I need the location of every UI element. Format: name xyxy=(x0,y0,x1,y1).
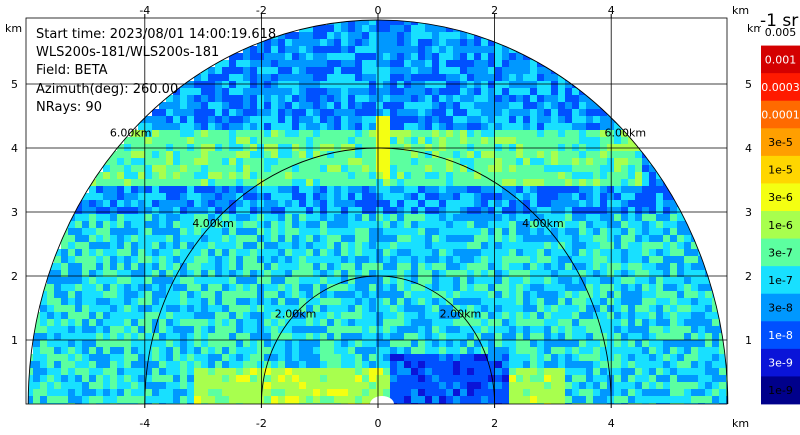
azimuth-text: Azimuth(deg): 260.00 xyxy=(36,81,179,97)
x-tick-label-top: -2 xyxy=(256,4,267,17)
colorbar-level-label: 3e-8 xyxy=(768,302,793,315)
y-tick-label: 1 xyxy=(745,334,752,347)
colorbar-swatch xyxy=(761,100,800,129)
colorbar-swatch xyxy=(761,266,800,295)
colorbar-swatch xyxy=(761,155,800,184)
colorbar-level-label: 0.0001 xyxy=(761,109,800,122)
colorbar-level-label: 0.001 xyxy=(765,53,797,66)
colorbar-level-label: 0.005 xyxy=(765,26,797,39)
colorbar-swatch xyxy=(761,376,800,405)
grid-lines xyxy=(25,17,728,405)
colorbar-level-label: 1e-7 xyxy=(768,274,793,287)
range-ring-3 xyxy=(27,19,729,405)
axis-unit-label: km xyxy=(732,417,749,430)
axis-unit-label: km xyxy=(747,22,764,35)
axis-unit-label: km xyxy=(732,4,749,17)
range-ring-label: 2.00km xyxy=(440,307,482,320)
field-text: Field: BETA xyxy=(36,63,108,79)
y-tick-label: 4 xyxy=(745,142,752,155)
x-tick-label-bottom: 2 xyxy=(491,417,498,430)
range-ring-label: 4.00km xyxy=(522,217,564,230)
colorbar-level-label: 1e-5 xyxy=(768,164,793,177)
range-ring-label: 2.00km xyxy=(275,307,317,320)
colorbar-swatch xyxy=(761,18,800,46)
nrays-text: NRays: 90 xyxy=(36,99,102,115)
colorbar-level-label: 1e-6 xyxy=(768,219,793,232)
colorbar-level-label: 3e-6 xyxy=(768,191,793,204)
y-tick-label: 4 xyxy=(11,142,18,155)
colorbar-swatch xyxy=(761,293,800,322)
range-rings: 2.00km 2.00km 4.00km 4.00km 6.00km 6.00km xyxy=(27,19,729,405)
colorbar: 0.005 0.001 0.0003 0.0001 3e-5 1e-5 3e-6 1e-6 3e… xyxy=(761,18,800,405)
y-tick-label: 5 xyxy=(11,78,18,91)
colorbar-level-label: 1e-9 xyxy=(768,384,793,397)
x-tick-label-top: 2 xyxy=(491,4,498,17)
colorbar-level-label: 1e-8 xyxy=(768,329,793,342)
colorbar-swatch xyxy=(761,348,800,377)
y-tick-label: 1 xyxy=(11,334,18,347)
range-ring-label: 6.00km xyxy=(605,126,647,139)
colorbar-level-label: 3e-7 xyxy=(768,246,793,259)
x-tick-label-bottom: -4 xyxy=(139,417,150,430)
instrument-text: WLS200s-181/WLS200s-181 xyxy=(36,45,220,61)
colorbar-swatch xyxy=(761,128,800,157)
colorbar-level-label: 3e-5 xyxy=(768,136,793,149)
x-tick-label-bottom: 4 xyxy=(608,417,615,430)
scan-info-panel: Start time: 2023/08/01 14:00:19.618 WLS2… xyxy=(36,26,276,117)
colorbar-swatch xyxy=(761,45,800,74)
y-tick-label: 2 xyxy=(745,270,752,283)
x-tick-label-top: 4 xyxy=(608,4,615,17)
x-tick-label-top: 0 xyxy=(375,4,382,17)
colorbar-swatch xyxy=(761,183,800,212)
colorbar-swatch xyxy=(761,211,800,239)
y-tick-label: 3 xyxy=(11,206,18,219)
colorbar-swatch xyxy=(761,321,800,350)
y-tick-label: 2 xyxy=(11,270,18,283)
x-tick-label-bottom: -2 xyxy=(256,417,267,430)
range-ring-label: 4.00km xyxy=(192,217,234,230)
colorbar-swatch xyxy=(761,73,800,102)
range-ring-label: 6.00km xyxy=(110,126,152,139)
colorbar-level-label: 3e-9 xyxy=(768,357,793,370)
x-tick-label-top: -4 xyxy=(139,4,150,17)
colorbar-level-label: 0.0003 xyxy=(761,81,800,94)
y-tick-label: 3 xyxy=(745,206,752,219)
range-ring-1 xyxy=(260,275,496,405)
beta-field xyxy=(28,20,728,405)
axis-unit-label: km xyxy=(5,22,22,35)
start-time-text: Start time: 2023/08/01 14:00:19.618 xyxy=(36,27,277,42)
colorbar-swatch xyxy=(761,238,800,267)
range-ring-2 xyxy=(144,147,612,405)
axis-ticks: -4 -4 -2 -2 0 0 2 2 4 4 1 1 2 2 3 3 4 4 5 5 km km km km xyxy=(5,4,764,430)
colorbar-title: -1 sr xyxy=(760,11,798,31)
x-tick-label-bottom: 0 xyxy=(375,417,382,430)
y-tick-label: 5 xyxy=(745,78,752,91)
